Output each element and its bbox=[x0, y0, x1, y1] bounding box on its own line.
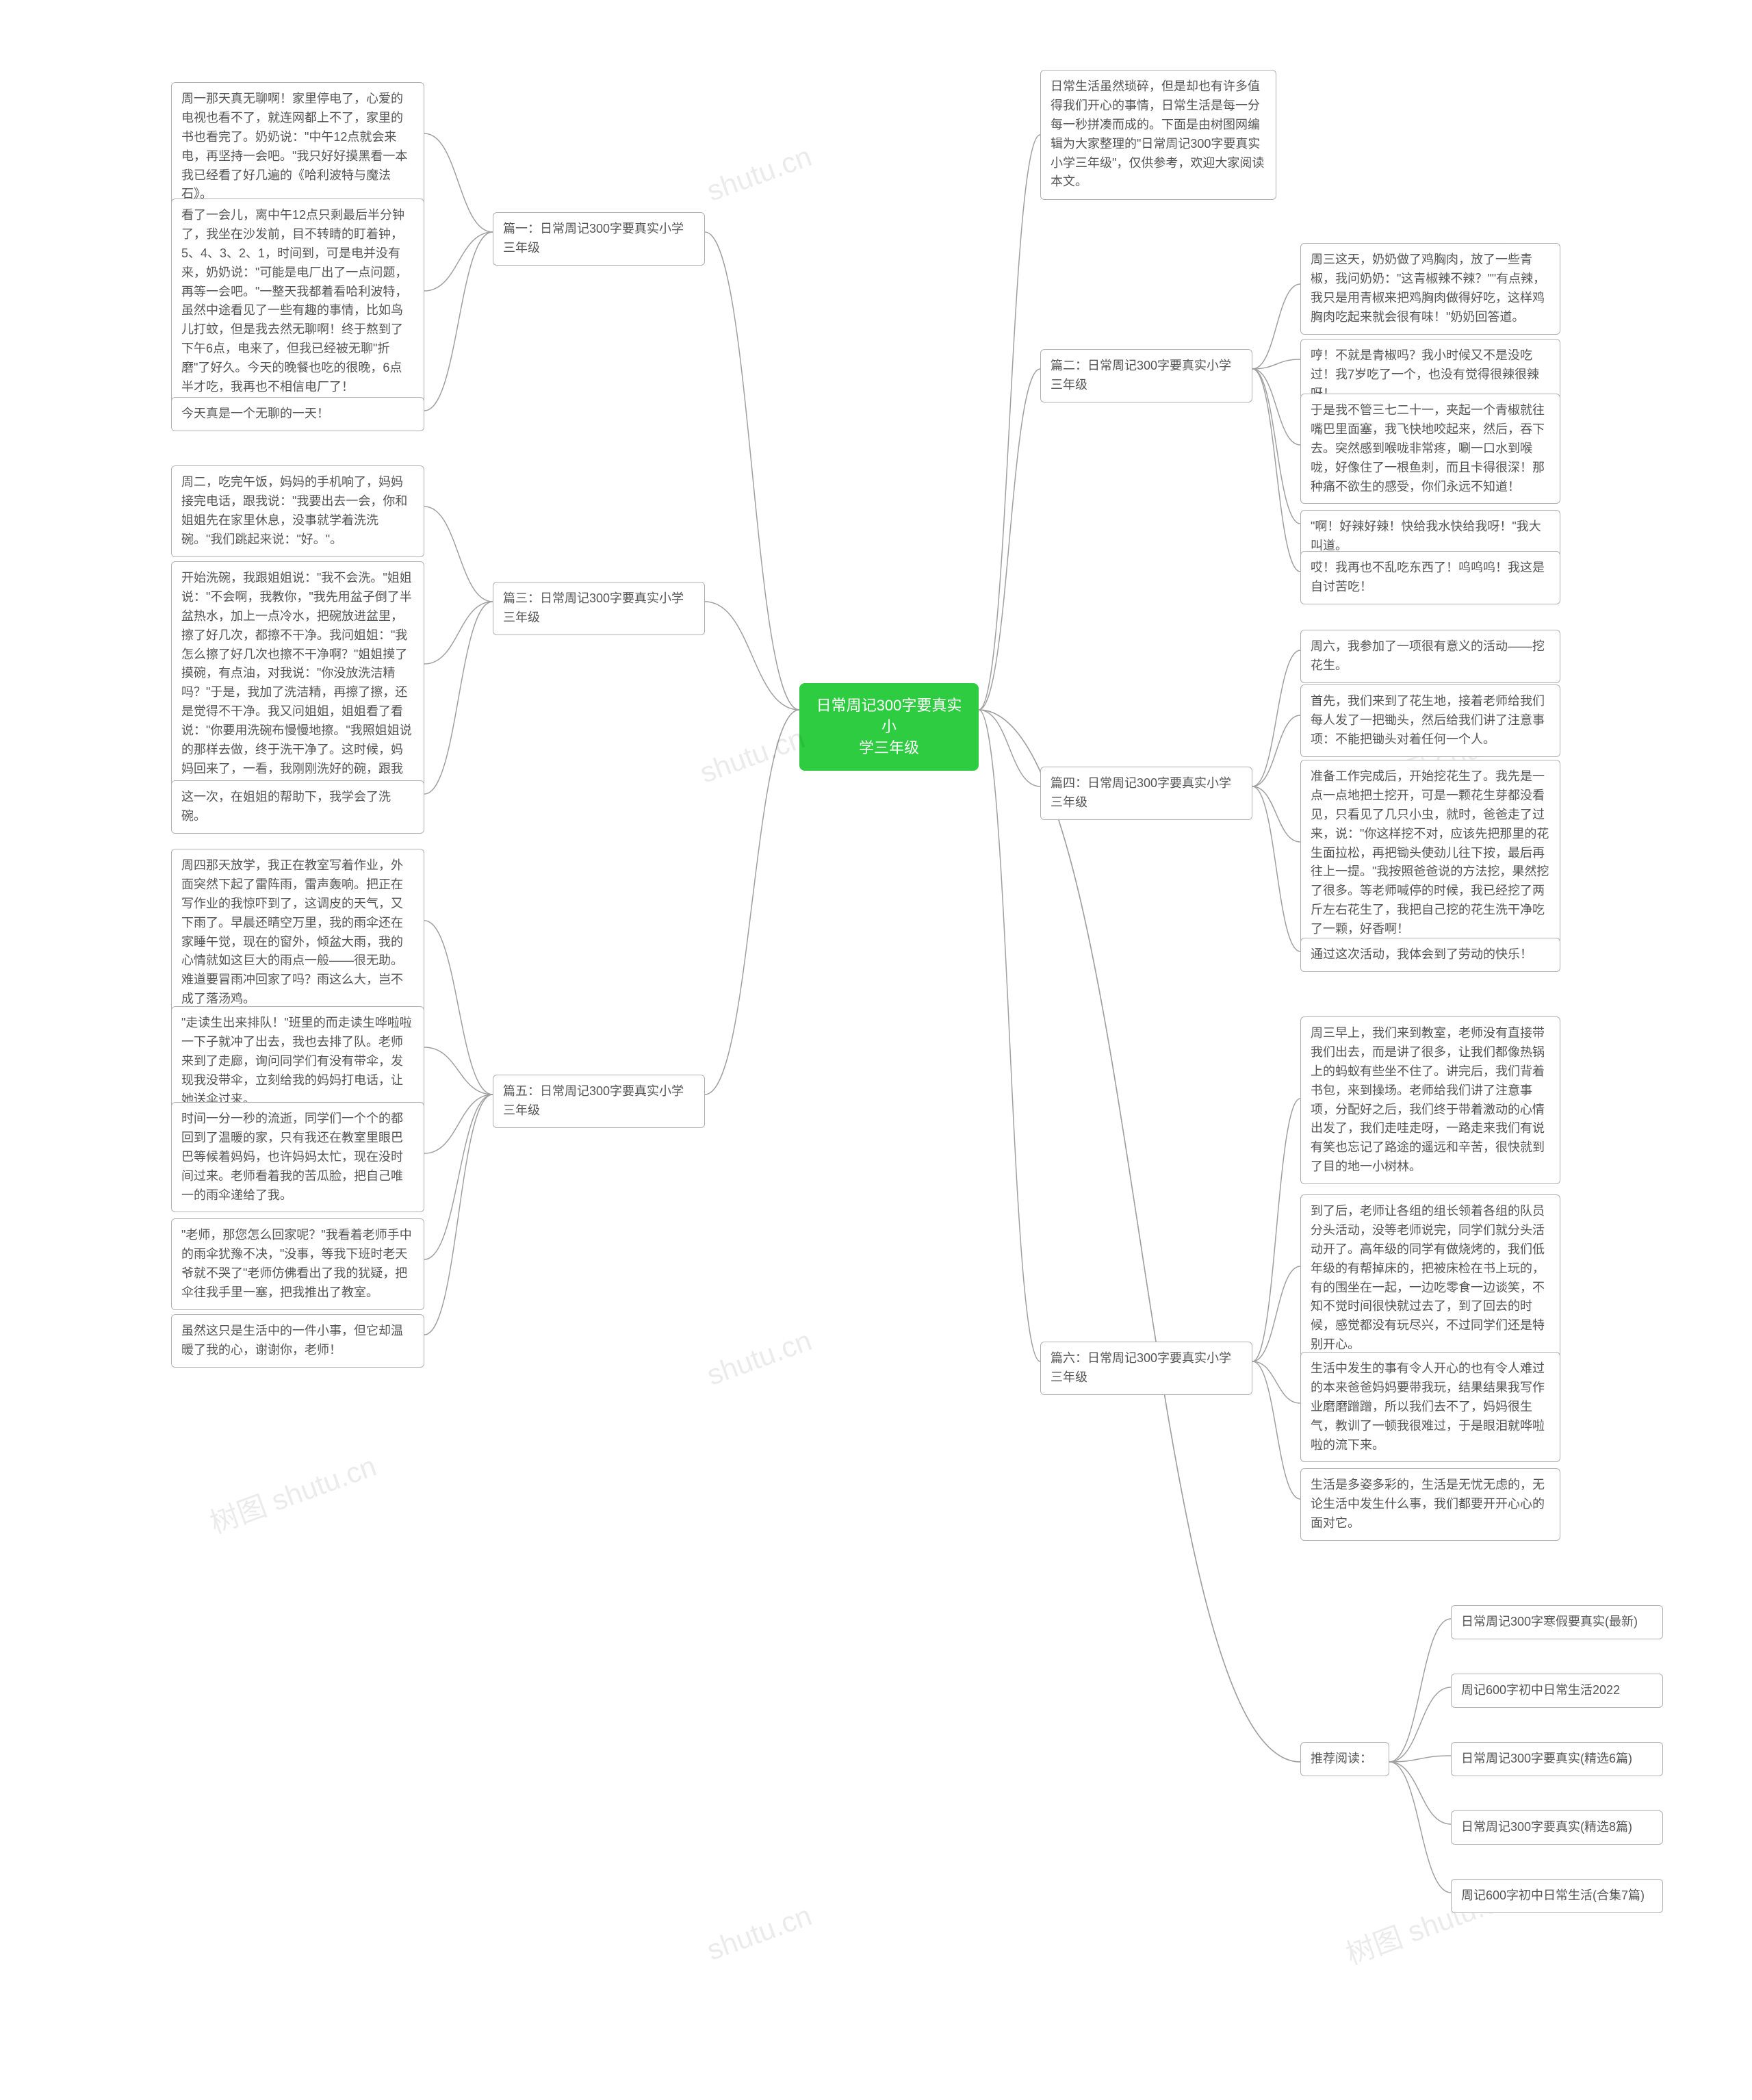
leaf-node: 首先，我们来到了花生地，接着老师给我们每人发了一把锄头，然后给我们讲了注意事项：… bbox=[1300, 684, 1560, 757]
branch-title: 篇二：日常周记300字要真实小学三年级 bbox=[1040, 349, 1252, 402]
watermark: shutu.cn bbox=[703, 1899, 816, 1967]
leaf-node: 哎！我再也不乱吃东西了！呜呜呜！我这是自讨苦吃！ bbox=[1300, 551, 1560, 604]
leaf-node: 周记600字初中日常生活(合集7篇) bbox=[1451, 1879, 1663, 1913]
leaf-node: 于是我不管三七二十一，夹起一个青椒就往嘴巴里面塞，我飞快地咬起来，然后，吞下去。… bbox=[1300, 394, 1560, 504]
branch-title: 篇六：日常周记300字要真实小学三年级 bbox=[1040, 1342, 1252, 1395]
branch-title: 篇一：日常周记300字要真实小学三年级 bbox=[493, 212, 705, 266]
leaf-node: 生活中发生的事有令人开心的也有令人难过的本来爸爸妈妈要带我玩，结果结果我写作业磨… bbox=[1300, 1352, 1560, 1462]
branch-title: 篇四：日常周记300字要真实小学三年级 bbox=[1040, 767, 1252, 820]
leaf-node: 今天真是一个无聊的一天！ bbox=[171, 397, 424, 431]
leaf-node: 周四那天放学，我正在教室写着作业，外面突然下起了雷阵雨，雷声轰响。把正在写作业的… bbox=[171, 849, 424, 1016]
leaf-node: 生活是多姿多彩的，生活是无忧无虑的，无论生活中发生什么事，我们都要开开心心的面对… bbox=[1300, 1468, 1560, 1541]
branch-title: 推荐阅读： bbox=[1300, 1742, 1389, 1776]
leaf-node: 时间一分一秒的流逝，同学们一个个的都回到了温暖的家，只有我还在教室里眼巴巴等候着… bbox=[171, 1102, 424, 1212]
mindmap-canvas: 日常周记300字要真实小 学三年级 树图 shutu.cnshutu.cn树图 … bbox=[0, 0, 1752, 2100]
leaf-node: 虽然这只是生活中的一件小事，但它却温暖了我的心，谢谢你，老师！ bbox=[171, 1314, 424, 1368]
watermark: shutu.cn bbox=[703, 140, 816, 207]
leaf-node: 开始洗碗，我跟姐姐说："我不会洗。"姐姐说："不会啊，我教你，"我先用盆子倒了半… bbox=[171, 561, 424, 806]
leaf-node: 周六，我参加了一项很有意义的活动——挖花生。 bbox=[1300, 630, 1560, 683]
leaf-node: 周一那天真无聊啊！家里停电了，心爱的电视也看不了，就连网都上不了，家里的书也看完… bbox=[171, 82, 424, 212]
root-text: 日常周记300字要真实小 学三年级 bbox=[816, 697, 962, 756]
leaf-node: 周记600字初中日常生活2022 bbox=[1451, 1674, 1663, 1708]
leaf-node: 通过这次活动，我体会到了劳动的快乐！ bbox=[1300, 938, 1560, 972]
leaf-node: 日常生活虽然琐碎，但是却也有许多值得我们开心的事情，日常生活是每一分每一秒拼凑而… bbox=[1040, 70, 1276, 200]
leaf-node: 看了一会儿，离中午12点只剩最后半分钟了，我坐在沙发前，目不转睛的盯着钟，5、4… bbox=[171, 199, 424, 405]
leaf-node: 到了后，老师让各组的组长领着各组的队员分头活动，没等老师说完，同学们就分头活动开… bbox=[1300, 1194, 1560, 1362]
watermark: shutu.cn bbox=[696, 721, 810, 789]
leaf-node: 周三这天，奶奶做了鸡胸肉，放了一些青椒，我问奶奶："这青椒辣不辣？""有点辣，我… bbox=[1300, 243, 1560, 335]
leaf-node: 周二，吃完午饭，妈妈的手机响了，妈妈接完电话，跟我说："我要出去一会，你和姐姐先… bbox=[171, 465, 424, 557]
leaf-node: 准备工作完成后，开始挖花生了。我先是一点一点地把土挖开，可是一颗花生芽都没看见，… bbox=[1300, 760, 1560, 947]
leaf-node: 日常周记300字寒假要真实(最新) bbox=[1451, 1605, 1663, 1639]
watermark: shutu.cn bbox=[703, 1324, 816, 1392]
leaf-node: "老师，那您怎么回家呢？"我看着老师手中的雨伞犹豫不决，"没事，等我下班时老天爷… bbox=[171, 1218, 424, 1310]
branch-title: 篇五：日常周记300字要真实小学三年级 bbox=[493, 1075, 705, 1128]
leaf-node: 周三早上，我们来到教室，老师没有直接带我们出去，而是讲了很多，让我们都像热锅上的… bbox=[1300, 1016, 1560, 1184]
branch-title: 篇三：日常周记300字要真实小学三年级 bbox=[493, 582, 705, 635]
watermark: 树图 shutu.cn bbox=[203, 1443, 381, 1541]
leaf-node: 这一次，在姐姐的帮助下，我学会了洗碗。 bbox=[171, 780, 424, 834]
root-node: 日常周记300字要真实小 学三年级 bbox=[799, 683, 979, 771]
leaf-node: "走读生出来排队！"班里的而走读生哗啦啦一下子就冲了出去，我也去排了队。老师来到… bbox=[171, 1006, 424, 1116]
leaf-node: 日常周记300字要真实(精选6篇) bbox=[1451, 1742, 1663, 1776]
leaf-node: 日常周记300字要真实(精选8篇) bbox=[1451, 1810, 1663, 1845]
